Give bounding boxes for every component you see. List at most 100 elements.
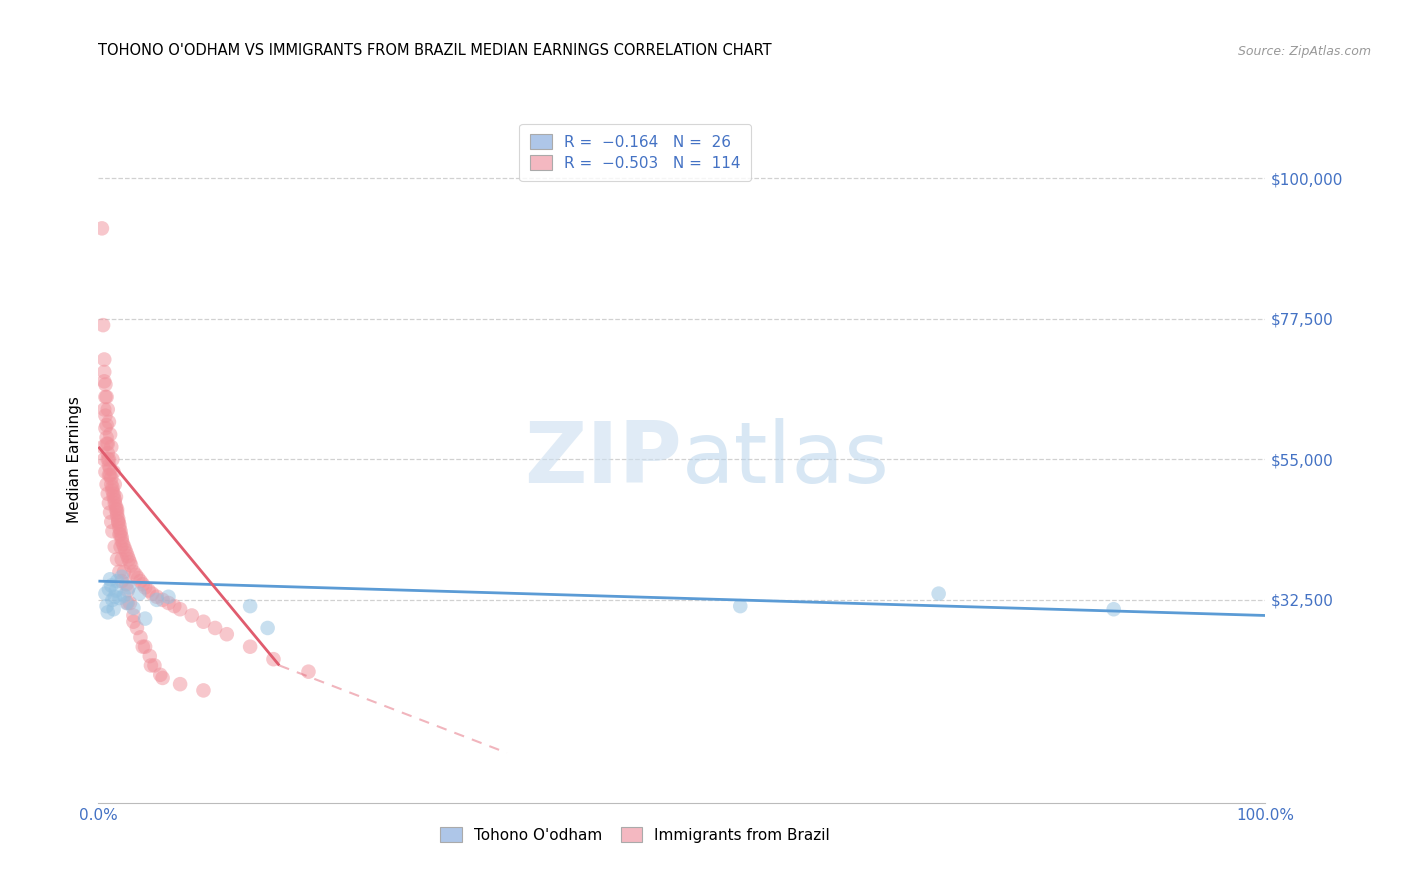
Point bbox=[110, 527, 132, 541]
Y-axis label: Median Earnings: Median Earnings bbox=[67, 396, 83, 523]
Point bbox=[100, 477, 122, 491]
Point bbox=[97, 458, 120, 473]
Point bbox=[104, 540, 127, 554]
Point bbox=[115, 596, 138, 610]
Point bbox=[134, 581, 156, 595]
Point bbox=[97, 582, 120, 597]
Point bbox=[97, 452, 120, 467]
Point bbox=[110, 540, 132, 554]
Point bbox=[98, 505, 121, 519]
Point bbox=[97, 452, 120, 467]
Point bbox=[127, 571, 149, 585]
Point bbox=[103, 490, 125, 504]
Point bbox=[117, 583, 139, 598]
Point bbox=[93, 402, 115, 417]
Point bbox=[111, 533, 134, 548]
Point bbox=[180, 608, 202, 623]
Point bbox=[105, 502, 128, 516]
Point bbox=[101, 483, 124, 498]
Point bbox=[163, 599, 186, 614]
Point bbox=[104, 590, 127, 604]
Point bbox=[103, 487, 125, 501]
Point bbox=[104, 500, 127, 514]
Point bbox=[111, 536, 134, 550]
Point bbox=[134, 640, 156, 654]
Point bbox=[97, 402, 120, 417]
Point bbox=[114, 542, 136, 557]
Point bbox=[112, 540, 135, 554]
Point bbox=[149, 667, 172, 681]
Point bbox=[193, 615, 215, 629]
Point bbox=[96, 599, 118, 614]
Point bbox=[94, 465, 117, 479]
Point bbox=[107, 515, 129, 529]
Point bbox=[297, 665, 319, 679]
Text: TOHONO O'ODHAM VS IMMIGRANTS FROM BRAZIL MEDIAN EARNINGS CORRELATION CHART: TOHONO O'ODHAM VS IMMIGRANTS FROM BRAZIL… bbox=[98, 43, 772, 58]
Point bbox=[204, 621, 226, 635]
Point bbox=[117, 549, 139, 564]
Point bbox=[215, 627, 238, 641]
Point bbox=[107, 511, 129, 525]
Point bbox=[169, 602, 191, 616]
Point bbox=[108, 521, 131, 535]
Point bbox=[108, 591, 131, 605]
Point bbox=[93, 375, 115, 389]
Point bbox=[108, 517, 131, 532]
Point bbox=[94, 587, 117, 601]
Point bbox=[97, 415, 120, 429]
Point bbox=[104, 502, 127, 516]
Point bbox=[122, 615, 145, 629]
Point bbox=[105, 505, 128, 519]
Point bbox=[98, 572, 121, 586]
Point bbox=[152, 592, 174, 607]
Point bbox=[101, 524, 124, 538]
Point bbox=[117, 596, 139, 610]
Point bbox=[96, 417, 118, 433]
Point bbox=[193, 683, 215, 698]
Point bbox=[125, 621, 148, 635]
Point bbox=[112, 565, 135, 579]
Point bbox=[239, 640, 262, 654]
Point bbox=[118, 555, 141, 570]
Point bbox=[100, 515, 122, 529]
Text: ZIP: ZIP bbox=[524, 417, 682, 501]
Point bbox=[105, 552, 128, 566]
Point bbox=[122, 565, 145, 579]
Point bbox=[101, 480, 124, 494]
Point bbox=[118, 596, 141, 610]
Point bbox=[132, 577, 155, 591]
Point bbox=[1102, 602, 1125, 616]
Point bbox=[105, 574, 128, 589]
Point bbox=[104, 492, 127, 507]
Point bbox=[928, 587, 950, 601]
Text: atlas: atlas bbox=[682, 417, 890, 501]
Point bbox=[111, 552, 134, 566]
Point bbox=[97, 496, 120, 510]
Point bbox=[100, 578, 122, 592]
Point bbox=[122, 608, 145, 623]
Point bbox=[97, 446, 120, 460]
Point bbox=[93, 365, 115, 379]
Point bbox=[103, 465, 125, 479]
Point bbox=[97, 605, 120, 619]
Point bbox=[139, 658, 162, 673]
Point bbox=[96, 436, 118, 450]
Point bbox=[97, 487, 120, 501]
Point bbox=[97, 436, 120, 450]
Point bbox=[104, 477, 127, 491]
Point bbox=[141, 587, 163, 601]
Point bbox=[96, 390, 118, 404]
Point bbox=[143, 658, 166, 673]
Point bbox=[104, 490, 127, 504]
Point bbox=[129, 574, 152, 589]
Point bbox=[107, 515, 129, 529]
Point bbox=[94, 421, 117, 435]
Point bbox=[111, 570, 134, 584]
Point bbox=[111, 574, 134, 589]
Point bbox=[96, 477, 118, 491]
Point bbox=[90, 221, 112, 235]
Point bbox=[239, 599, 262, 614]
Point bbox=[157, 596, 180, 610]
Point bbox=[118, 552, 141, 566]
Point bbox=[152, 671, 174, 685]
